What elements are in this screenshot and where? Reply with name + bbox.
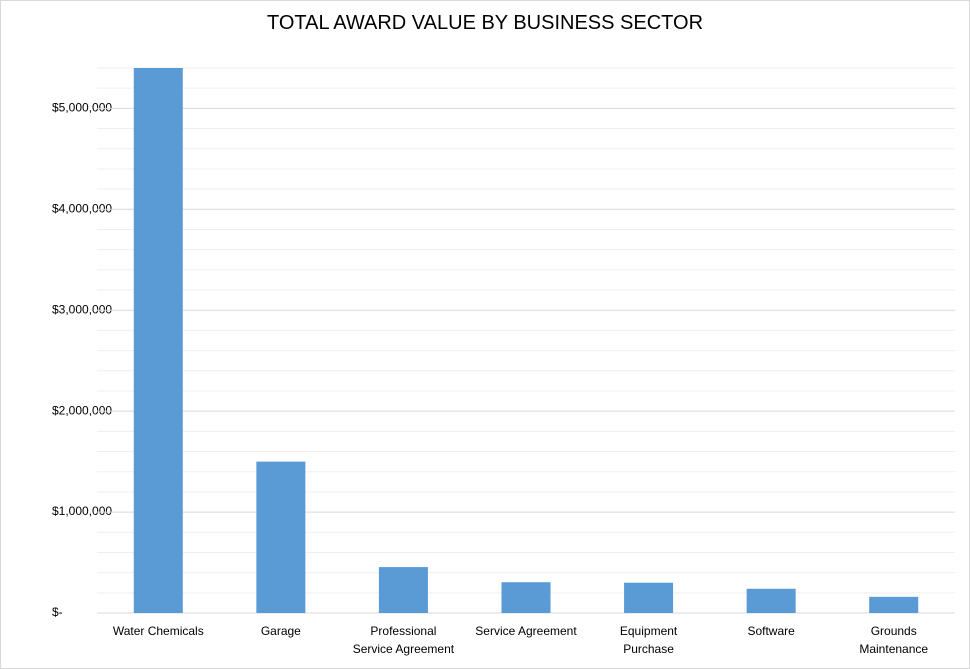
bar	[256, 461, 306, 613]
chart-title: TOTAL AWARD VALUE BY BUSINESS SECTOR	[266, 12, 704, 34]
bar	[133, 68, 183, 613]
y-tick-label: $3,000,000	[52, 302, 112, 316]
y-tick-label: $5,000,000	[52, 101, 112, 115]
x-tick-label: Water Chemicals	[112, 624, 204, 638]
x-tick-label: Professional Service Agreement	[352, 624, 455, 656]
bar	[624, 582, 674, 613]
x-tick-label: Garage	[260, 624, 301, 638]
y-tick-label: $2,000,000	[52, 403, 112, 417]
y-tick-label: $1,000,000	[52, 504, 112, 518]
y-tick-label: $-	[52, 605, 63, 619]
x-tick-label: Service Agreement	[475, 624, 577, 638]
bar	[746, 588, 796, 613]
x-tick-label: Grounds Maintenance	[859, 624, 929, 656]
x-tick-label: Equipment Purchase	[619, 624, 678, 656]
bar	[501, 582, 551, 613]
bar	[869, 596, 919, 613]
bar	[378, 567, 428, 613]
x-tick-label: Software	[747, 624, 795, 638]
y-tick-label: $4,000,000	[52, 201, 112, 215]
